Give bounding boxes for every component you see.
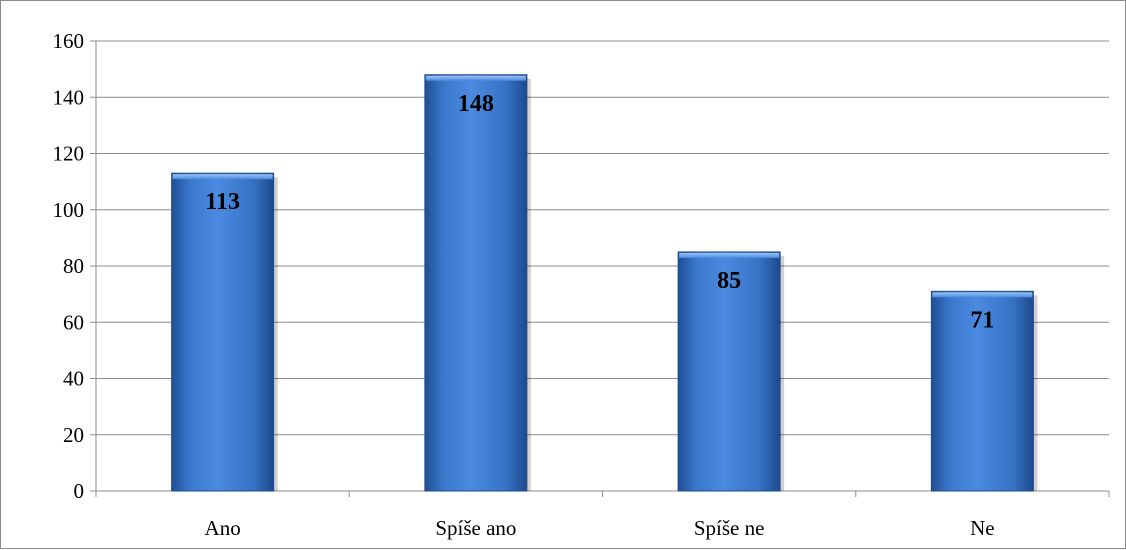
data-label: 85 [717, 268, 741, 294]
data-label: 71 [970, 307, 994, 333]
bar [424, 74, 528, 492]
y-tick-label: 0 [74, 479, 85, 503]
bar [171, 172, 275, 492]
x-category-label: Spíše ne [694, 516, 765, 540]
data-label: 113 [205, 189, 240, 215]
data-label: 148 [458, 91, 494, 117]
y-tick-label: 80 [63, 254, 84, 278]
x-category-label: Ano [205, 516, 241, 540]
y-tick-label: 160 [53, 29, 85, 53]
bars [171, 74, 1038, 492]
x-category-label: Spíše ano [435, 516, 516, 540]
labels: 0 20 40 60 80 100 120 140 160 113 Ano 148 Spíše ano 8… [53, 29, 995, 540]
y-tick-label: 40 [63, 367, 84, 391]
bar-highlight [172, 174, 273, 180]
bar [930, 290, 1034, 492]
y-tick-label: 20 [63, 423, 84, 447]
bar-highlight [679, 252, 780, 258]
y-tick-label: 100 [53, 198, 85, 222]
bar-highlight [932, 292, 1033, 298]
y-tick-label: 60 [63, 310, 84, 334]
bar [677, 251, 781, 492]
y-tick-label: 120 [53, 142, 85, 166]
bar-highlight [425, 75, 526, 81]
y-tick-label: 140 [53, 85, 85, 109]
x-category-label: Ne [970, 516, 995, 540]
